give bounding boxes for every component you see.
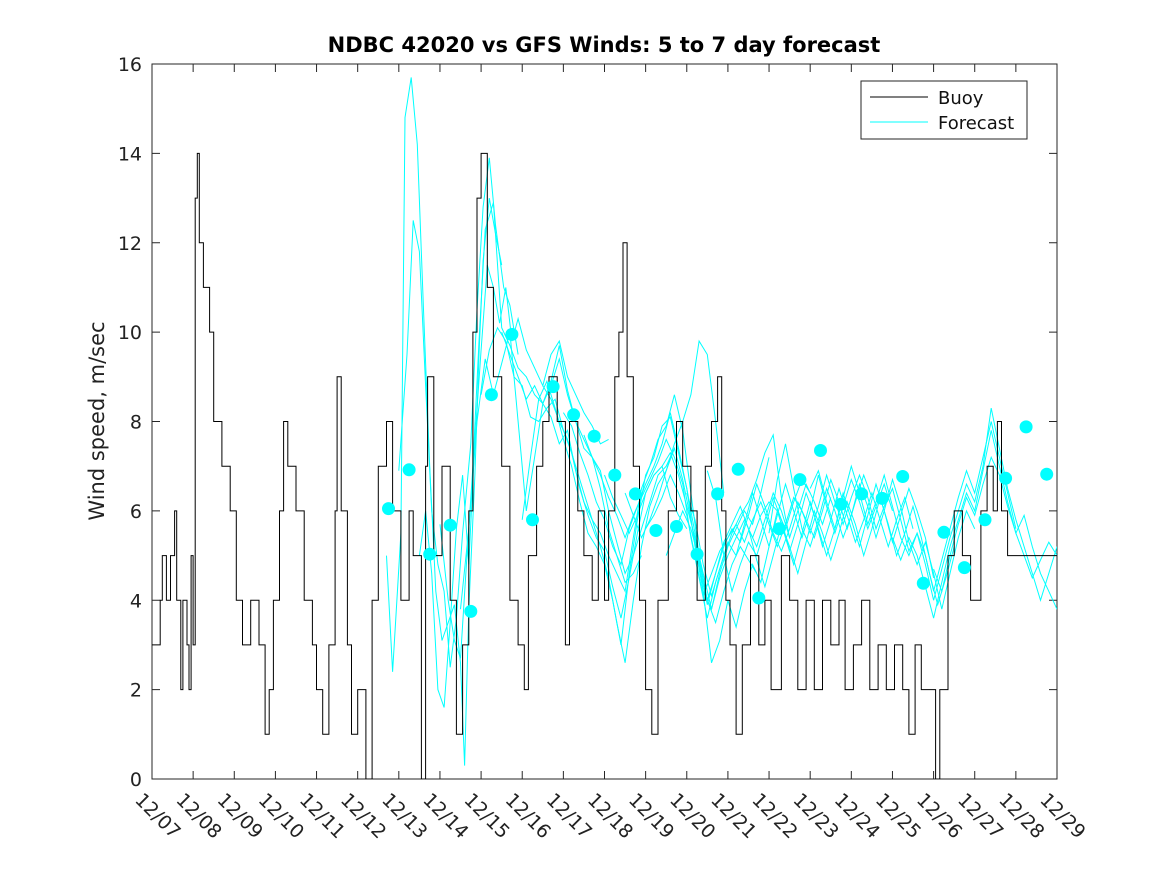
y-axis: 0 2 4 6 8 10 12 14 16 xyxy=(118,54,1057,791)
forecast-marker xyxy=(567,408,581,422)
y-tick-label: 10 xyxy=(118,322,142,344)
forecast-marker xyxy=(772,522,786,536)
forecast-marker xyxy=(484,388,498,402)
forecast-marker xyxy=(628,487,642,501)
forecast-line xyxy=(706,470,914,594)
y-tick-label: 8 xyxy=(130,412,142,434)
forecast-marker xyxy=(855,487,869,501)
forecast-marker xyxy=(526,513,539,527)
forecast-marker xyxy=(916,576,930,590)
legend: Buoy Forecast xyxy=(860,80,1028,140)
y-tick-label: 4 xyxy=(130,590,142,612)
forecast-marker xyxy=(896,470,910,483)
forecast-marker xyxy=(1019,420,1033,434)
forecast-marker xyxy=(793,473,807,487)
y-tick-label: 16 xyxy=(118,54,142,76)
forecast-marker xyxy=(423,547,437,561)
forecast-marker xyxy=(587,429,601,443)
buoy-line xyxy=(152,152,1057,779)
forecast-line xyxy=(768,443,976,610)
forecast-marker xyxy=(505,327,519,341)
forecast-marker xyxy=(608,468,622,482)
series-layer xyxy=(152,77,1057,779)
forecast-line xyxy=(542,385,758,625)
forecast-marker xyxy=(814,444,827,457)
forecast-marker xyxy=(464,604,478,618)
forecast-marker xyxy=(1040,467,1054,481)
forecast-line xyxy=(809,421,1017,592)
forecast-marker xyxy=(711,487,725,501)
forecast-marker xyxy=(875,491,889,505)
forecast-line xyxy=(624,446,832,605)
plot-frame xyxy=(151,63,1058,780)
forecast-line xyxy=(460,331,675,610)
forecast-line xyxy=(665,473,873,601)
forecast-marker xyxy=(670,520,683,533)
forecast-line xyxy=(418,264,609,708)
plot-area xyxy=(151,63,1058,780)
forecast-marker xyxy=(402,463,416,477)
forecast-marker xyxy=(834,497,848,511)
y-tick-label: 12 xyxy=(118,233,142,255)
legend-box xyxy=(860,80,1028,140)
y-tick-label: 2 xyxy=(130,680,142,702)
legend-buoy-label: Buoy xyxy=(938,88,984,109)
y-tick-label: 14 xyxy=(118,143,142,165)
forecast-marker xyxy=(731,462,745,476)
forecast-marker xyxy=(649,524,663,537)
legend-forecast-label: Forecast xyxy=(938,113,1014,134)
forecast-marker xyxy=(978,513,992,527)
forecast-marker xyxy=(443,518,457,532)
forecast-line xyxy=(645,473,852,598)
chart-title: NDBC 42020 vs GFS Winds: 5 to 7 day fore… xyxy=(328,33,881,57)
forecast-marker xyxy=(546,380,560,394)
y-tick-label: 0 xyxy=(130,769,142,791)
forecast-marker xyxy=(690,547,704,561)
forecast-line xyxy=(892,430,1057,619)
forecast-line xyxy=(583,433,791,619)
y-axis-label: Wind speed, m/sec xyxy=(85,321,109,520)
forecast-marker xyxy=(382,502,395,516)
forecast-line xyxy=(604,451,811,610)
forecast-line xyxy=(562,412,770,611)
forecast-marker xyxy=(999,471,1013,485)
y-tick-label: 6 xyxy=(130,501,142,523)
forecast-marker xyxy=(957,561,971,575)
forecast-marker xyxy=(937,525,951,539)
forecast-marker xyxy=(752,591,766,605)
